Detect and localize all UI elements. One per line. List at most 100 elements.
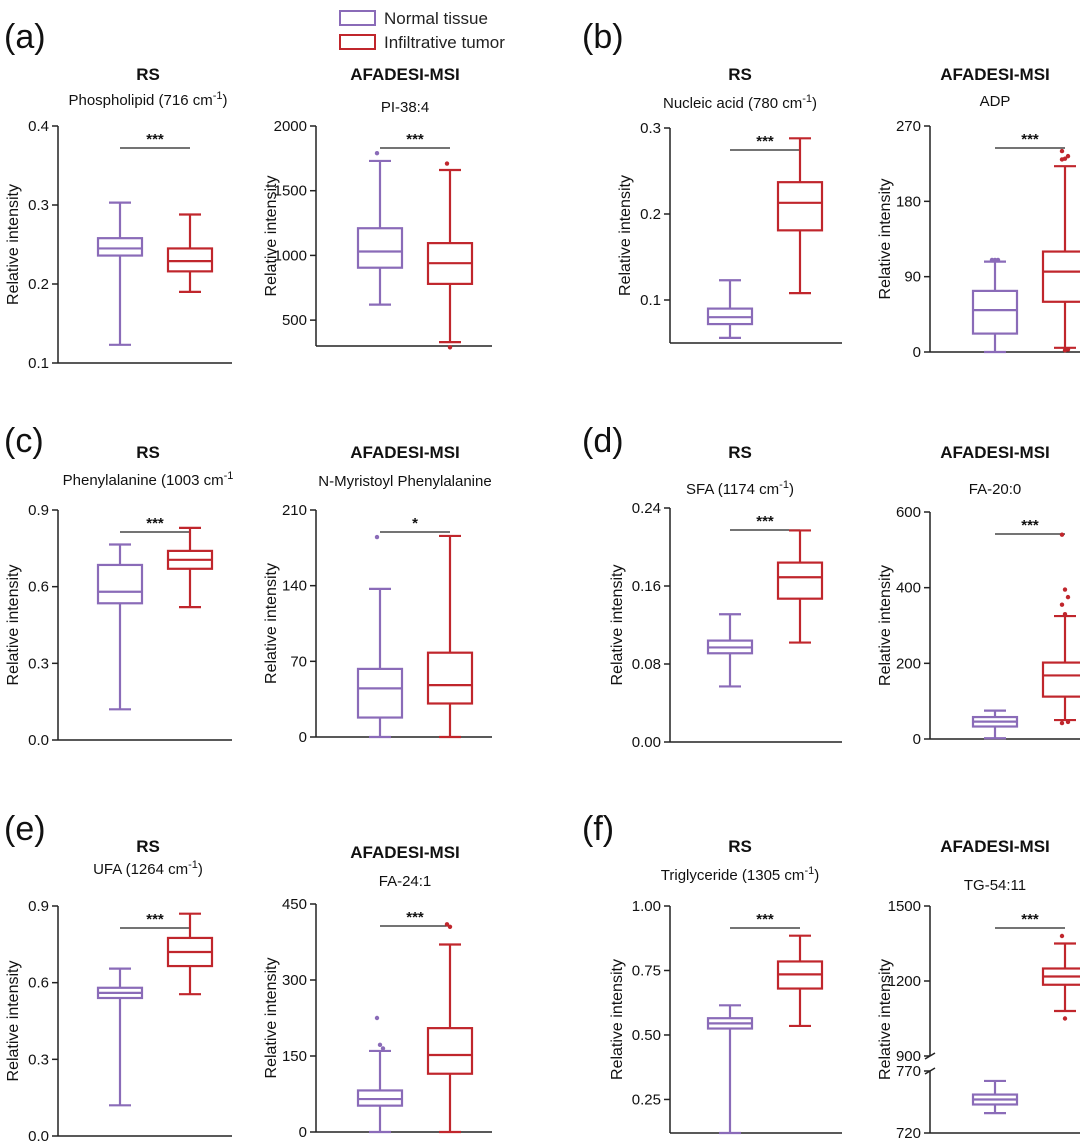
outlier-point: [380, 1046, 386, 1051]
chart-analyte-title: Nucleic acid (780 cm-1): [663, 93, 817, 112]
outlier-point: [1065, 153, 1071, 159]
y-tick-label: 0.24: [632, 500, 661, 517]
chart-analyte-title: Phospholipid (716 cm-1): [68, 90, 227, 109]
y-tick-label: 0.6: [28, 579, 49, 596]
y-tick-label: 200: [896, 655, 921, 672]
y-axis-label: Relative intensity: [5, 565, 22, 686]
significance-label: ***: [146, 911, 164, 928]
outlier-point: [377, 1042, 383, 1048]
chart-d-rs: RS SFA (1174 cm-1) 0.00 0.08 0.16 0.24 Relativ…: [609, 443, 842, 751]
chart-d-afadesi-msi: AFADESI-MSI FA-20:0 0 200 400 600 Relative int…: [877, 443, 1080, 748]
chart-b-afadesi-msi: AFADESI-MSI ADP 0 90 180 270 Relative intensit…: [877, 65, 1080, 361]
chart-analyte-title: TG-54:11: [964, 877, 1026, 894]
chart-e-afadesi-msi: AFADESI-MSI FA-24:1 0 150 300 450 Relative int…: [263, 843, 492, 1141]
box-normal-11: [971, 1079, 1019, 1115]
chart-analyte-title: PI-38:4: [381, 99, 429, 116]
box-normal-4: [96, 543, 144, 711]
y-tick-label: 0: [299, 729, 307, 746]
outlier-point: [447, 924, 453, 929]
y-tick-label: 0.4: [28, 118, 49, 135]
box-normal-5: [356, 534, 404, 739]
chart-method-title: AFADESI-MSI: [940, 837, 1050, 856]
box-iqr: [1041, 250, 1080, 303]
y-tick-label: 0.9: [28, 898, 49, 915]
outlier-point: [1062, 156, 1068, 161]
outlier-point: [995, 257, 1001, 263]
box-tumor-4: [166, 526, 214, 609]
y-tick-label: 0.2: [28, 276, 49, 293]
y-tick-label: 1500: [888, 898, 921, 915]
outlier-point: [1059, 933, 1065, 939]
box-tumor-5: [426, 534, 474, 739]
panel-label-a: (a): [4, 18, 46, 56]
y-axis-label: Relative intensity: [5, 184, 22, 305]
chart-analyte-title: Phenylalanine (1003 cm-1: [63, 470, 234, 489]
chart-e-rs: RS UFA (1264 cm-1) 0.0 0.3 0.6 0.9 Relative in…: [5, 837, 232, 1145]
y-axis-label: Relative intensity: [609, 565, 626, 686]
legend-label-tumor: Infiltrative tumor: [384, 33, 505, 52]
y-tick-label: 0: [913, 344, 921, 361]
outlier-point: [1062, 587, 1068, 592]
y-tick-label: 2000: [274, 118, 307, 135]
box-tumor-9: [426, 922, 474, 1134]
y-tick-label: 600: [896, 504, 921, 521]
significance-label: ***: [756, 911, 774, 928]
outlier-point: [374, 1015, 380, 1021]
legend-swatch-tumor: [339, 34, 376, 50]
chart-method-title: AFADESI-MSI: [350, 843, 460, 862]
y-tick-label: 0.3: [640, 120, 661, 137]
chart-method-title: AFADESI-MSI: [350, 443, 460, 462]
box-tumor-1: [426, 161, 474, 350]
legend: Normal tissue Infiltrative tumor: [339, 9, 505, 52]
box-normal-6: [706, 613, 754, 688]
y-tick-label: 450: [282, 896, 307, 913]
y-tick-label: 210: [282, 502, 307, 519]
box-normal-8: [96, 967, 144, 1107]
box-iqr: [426, 1027, 474, 1075]
y-tick-label: 770: [896, 1063, 921, 1080]
box-normal-0: [96, 201, 144, 346]
chart-analyte-title: UFA (1264 cm-1): [93, 859, 203, 878]
panel-label-b: (b): [582, 18, 624, 56]
outlier-point: [1059, 532, 1065, 537]
y-axis-label: Relative intensity: [617, 175, 634, 296]
y-tick-label: 0.50: [632, 1027, 661, 1044]
box-iqr: [356, 227, 404, 269]
y-tick-label: 0.9: [28, 502, 49, 519]
y-tick-label: 0.00: [632, 734, 661, 751]
y-tick-label: 300: [282, 972, 307, 989]
y-tick-label: 500: [282, 312, 307, 329]
box-tumor-8: [166, 912, 214, 996]
y-axis-label: Relative intensity: [263, 958, 280, 1079]
outlier-point: [1059, 148, 1065, 154]
y-axis-label: Relative intensity: [5, 961, 22, 1082]
significance-label: ***: [146, 515, 164, 532]
y-axis-label: Relative intensity: [877, 565, 894, 686]
y-tick-label: 0.75: [632, 962, 661, 979]
y-tick-label: 1.00: [632, 898, 661, 915]
box-tumor-10: [776, 934, 824, 1028]
box-iqr: [356, 667, 404, 719]
y-tick-label: 140: [282, 578, 307, 595]
significance-label: ***: [756, 513, 774, 530]
y-axis-label: Relative intensity: [263, 176, 280, 297]
outlier-point: [374, 534, 380, 540]
panel-label-c: (c): [4, 422, 44, 460]
significance-label: ***: [1021, 911, 1039, 928]
charts: RS Phospholipid (716 cm-1) 0.1 0.2 0.3 0.4 Rel…: [5, 65, 1080, 1145]
y-tick-label: 0.6: [28, 975, 49, 992]
y-axis-label: Relative intensity: [263, 563, 280, 684]
chart-method-title: AFADESI-MSI: [940, 443, 1050, 462]
chart-a-afadesi-msi: AFADESI-MSI PI-38:4 500 1000 1500 2000 Relativ…: [263, 65, 492, 347]
outlier-point: [1062, 1016, 1068, 1021]
y-tick-label: 0.25: [632, 1091, 661, 1108]
y-tick-label: 150: [282, 1048, 307, 1065]
outlier-point: [1065, 594, 1071, 600]
significance-label: ***: [406, 909, 424, 926]
y-tick-label: 400: [896, 580, 921, 597]
chart-analyte-title: N-Myristoyl Phenylalanine: [318, 473, 491, 490]
chart-method-title: RS: [136, 443, 160, 462]
chart-method-title: RS: [728, 65, 752, 84]
y-tick-label: 0.16: [632, 578, 661, 595]
